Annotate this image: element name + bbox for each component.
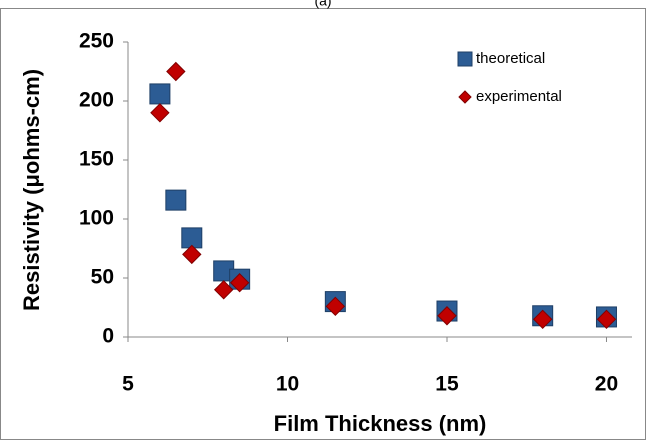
point (149, 83, 171, 105)
y-tick-label: 100 (79, 207, 114, 230)
x-tick-label: 20 (595, 373, 618, 396)
point (150, 103, 170, 123)
chart-title: (a) (314, 0, 331, 9)
x-tick-label: 10 (276, 373, 299, 396)
x-axis-title: Film Thickness (nm) (274, 411, 487, 436)
point (165, 189, 187, 211)
point (229, 273, 250, 293)
point (596, 309, 617, 330)
y-tick-label: 200 (79, 89, 114, 112)
point (182, 244, 202, 265)
point (437, 306, 457, 326)
y-tick-label: 0 (102, 325, 114, 348)
point (213, 280, 234, 300)
point (166, 61, 186, 82)
y-axis-title: Resistivity (μohms-cm) (19, 69, 44, 311)
legend-label: experimental (476, 88, 562, 105)
y-tick-label: 50 (91, 266, 114, 289)
y-tick-label: 150 (79, 148, 114, 171)
legend-marker (457, 51, 473, 67)
y-tick-label: 250 (79, 30, 114, 53)
point (325, 296, 346, 317)
x-tick-label: 5 (122, 373, 134, 396)
chart-frame (0, 8, 646, 440)
x-tick-label: 15 (435, 373, 459, 396)
point (532, 309, 553, 330)
legend-label: theoretical (476, 50, 545, 67)
legend-marker (458, 90, 472, 104)
